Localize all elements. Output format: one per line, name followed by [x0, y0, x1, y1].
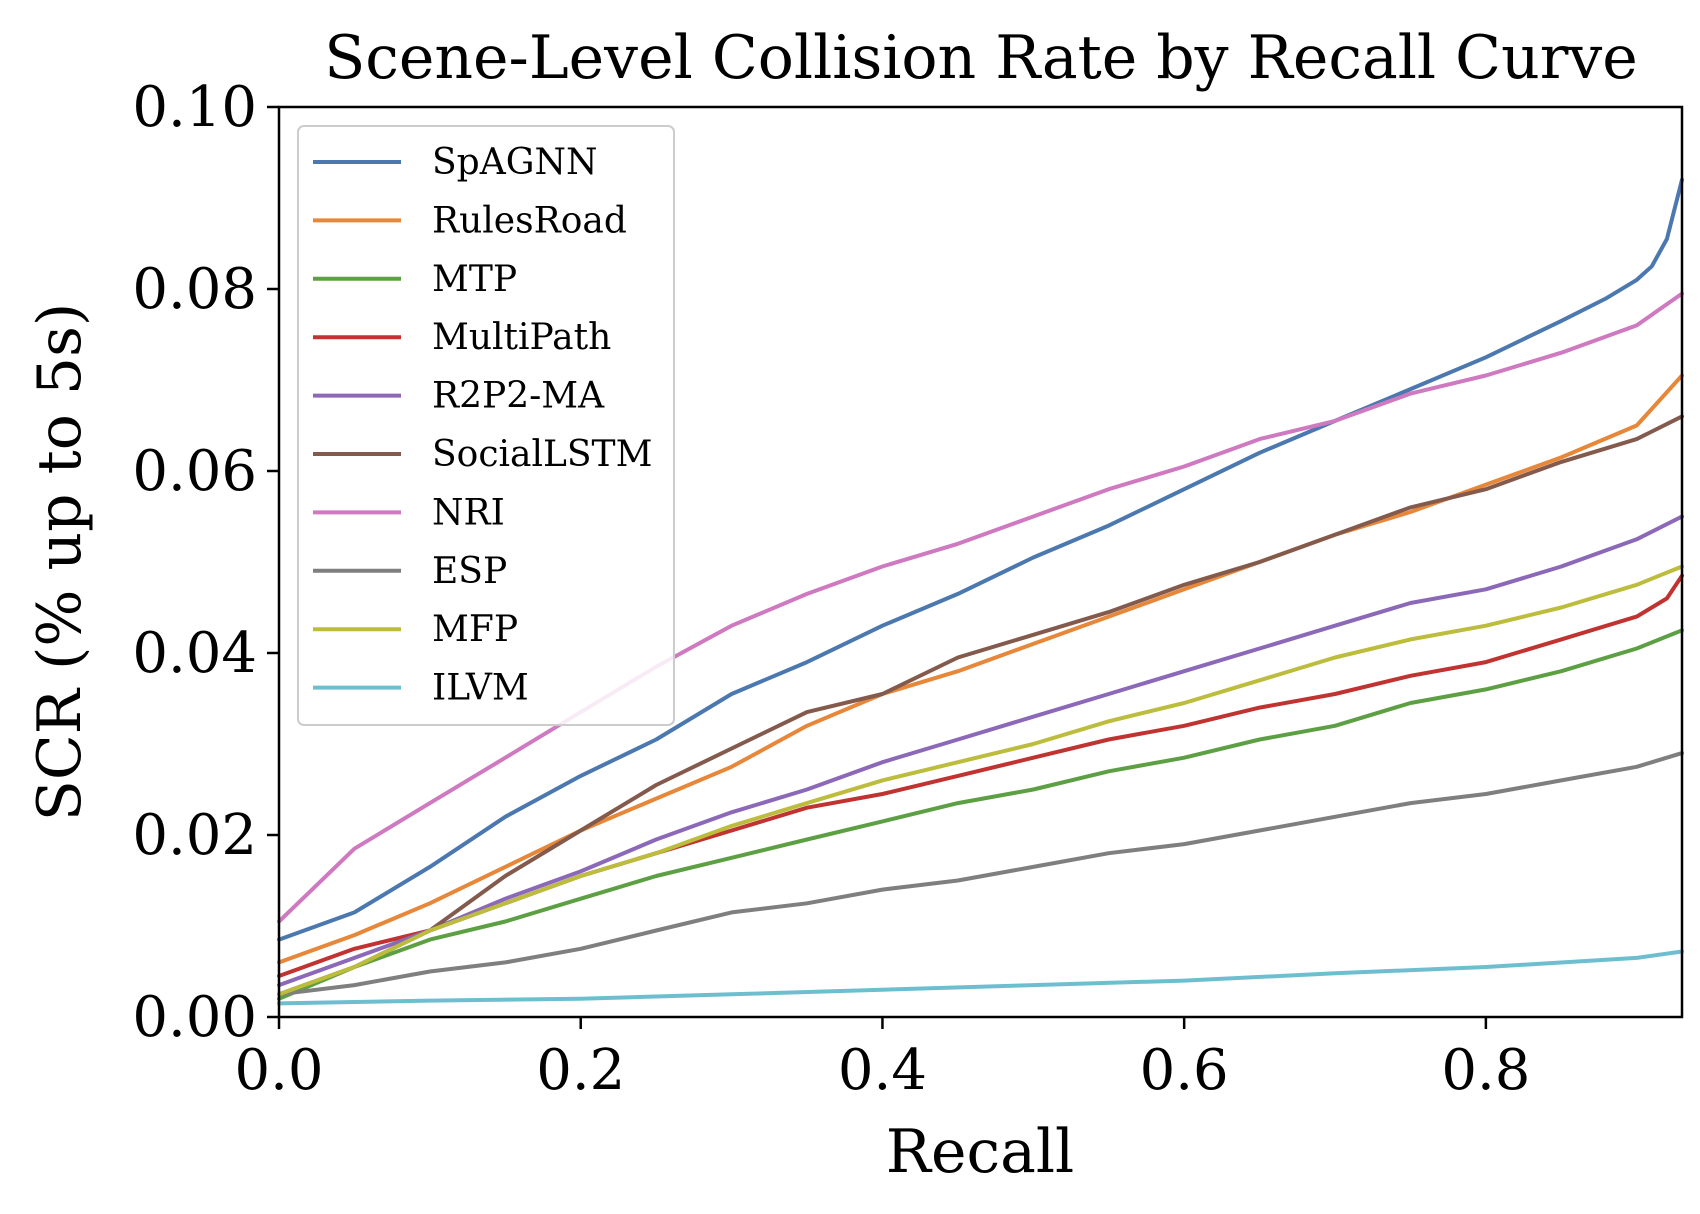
series-line-8 — [277, 564, 1684, 997]
y-tick-label-2: 0.04 — [132, 621, 257, 686]
series-line-2 — [277, 628, 1684, 1001]
x-tick-label-4: 0.8 — [1441, 1038, 1530, 1103]
legend-label-6: NRI — [432, 492, 505, 533]
y-tick-label-4: 0.08 — [132, 257, 257, 322]
legend-label-3: MultiPath — [432, 317, 611, 358]
chart-title: Scene-Level Collision Rate by Recall Cur… — [324, 23, 1638, 93]
series-line-0 — [277, 177, 1684, 942]
x-tick-label-2: 0.4 — [838, 1038, 927, 1103]
y-axis-title: SCR (% up to 5s) — [25, 303, 95, 822]
series-line-7 — [277, 751, 1684, 997]
legend-label-2: MTP — [432, 259, 517, 300]
y-tick-label-1: 0.02 — [132, 803, 257, 868]
tick-layer: 0.0 0.2 0.4 0.6 0.8 0.00 0.02 0.04 0.06 0.08 0.10 — [132, 75, 1530, 1103]
x-axis-title: Recall — [886, 1117, 1074, 1187]
legend: SpAGNN RulesRoad MTP MultiPath R2P2-MA Social… — [297, 125, 675, 726]
x-tick-label-3: 0.6 — [1140, 1038, 1229, 1103]
legend-label-7: ESP — [432, 551, 507, 592]
x-tick-label-1: 0.2 — [536, 1038, 625, 1103]
series-line-4 — [277, 514, 1684, 988]
x-tick-label-0: 0.0 — [234, 1038, 323, 1103]
legend-label-9: ILVM — [432, 668, 529, 709]
legend-label-0: SpAGNN — [432, 142, 597, 183]
plot-frame — [277, 105, 1684, 1019]
y-tick-label-3: 0.06 — [132, 439, 257, 504]
series-line-5 — [277, 414, 1684, 997]
series-line-6 — [277, 291, 1684, 924]
series-layer — [277, 177, 1684, 1006]
legend-label-1: RulesRoad — [432, 200, 627, 241]
legend-label-8: MFP — [432, 609, 518, 650]
y-tick-label-0: 0.00 — [132, 985, 257, 1050]
legend-box — [297, 125, 675, 726]
series-line-1 — [277, 373, 1684, 965]
series-line-9 — [277, 949, 1684, 1006]
y-tick-label-5: 0.10 — [132, 75, 257, 140]
legend-label-4: R2P2-MA — [432, 376, 605, 417]
legend-label-5: SocialLSTM — [432, 434, 652, 475]
